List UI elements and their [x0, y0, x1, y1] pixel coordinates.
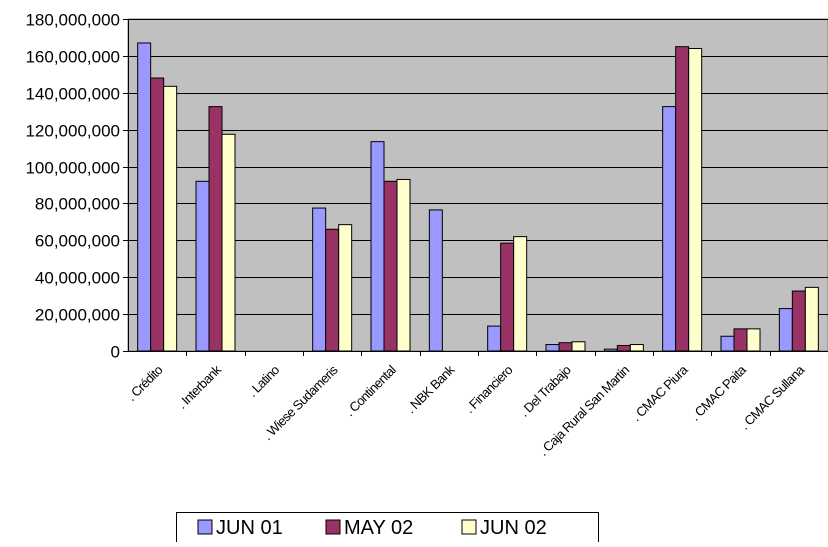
x-tick-label: . Interbank	[174, 362, 224, 412]
bar	[733, 328, 748, 352]
legend-label: MAY 02	[344, 517, 413, 539]
x-tick-label: . Latino	[245, 362, 283, 400]
bar	[312, 207, 327, 352]
bar	[208, 106, 223, 352]
y-tick-label: 140,000,000	[25, 85, 120, 104]
bar	[778, 308, 793, 352]
bar	[791, 290, 806, 352]
bar	[383, 180, 398, 352]
bar	[662, 106, 677, 352]
legend-swatch	[325, 519, 341, 535]
bar	[370, 141, 385, 352]
legend-swatch	[461, 519, 477, 535]
x-tick-label: . CMAC Piura	[629, 362, 692, 425]
y-tick-label: 160,000,000	[25, 48, 120, 67]
bar	[428, 209, 443, 352]
legend-label: JUN 01	[216, 517, 283, 539]
bar	[746, 328, 761, 352]
bar	[629, 344, 644, 352]
x-tick-label: . Financiero	[462, 362, 516, 416]
y-tick-label: 40,000,000	[35, 269, 120, 288]
bar	[500, 242, 515, 352]
y-tick-label: 100,000,000	[25, 159, 120, 178]
y-tick-label: 180,000,000	[25, 11, 120, 30]
x-tick-label: . Crédito	[124, 362, 166, 404]
bar	[545, 344, 560, 352]
x-tick-label: . Continental	[342, 362, 399, 419]
x-tick-label: . NBK Bank	[403, 362, 458, 417]
bar	[487, 325, 502, 352]
y-tick-label: 20,000,000	[35, 306, 120, 325]
y-tick-label: 60,000,000	[35, 232, 120, 251]
legend-swatch	[197, 519, 213, 535]
bar	[325, 228, 340, 352]
bar	[163, 85, 178, 352]
bar	[675, 46, 690, 352]
x-tick-label: . CMAC Paita	[687, 362, 749, 424]
bar	[571, 341, 586, 352]
plot-area	[127, 18, 828, 352]
bar	[150, 77, 165, 352]
bar	[558, 342, 573, 352]
legend-label: JUN 02	[480, 517, 547, 539]
bar	[720, 335, 735, 352]
bar	[137, 42, 152, 352]
bar	[688, 48, 703, 352]
bar	[603, 348, 618, 352]
bar	[616, 344, 631, 352]
y-tick-label: 0	[111, 343, 120, 362]
bar	[221, 133, 236, 352]
y-tick-label: 120,000,000	[25, 122, 120, 141]
legend	[176, 512, 599, 543]
x-tick-label: . Del Trabajo	[516, 362, 573, 419]
bar	[396, 178, 411, 352]
bar	[195, 180, 210, 352]
bar	[804, 286, 819, 352]
bar	[338, 224, 353, 352]
y-tick-label: 80,000,000	[35, 195, 120, 214]
bar	[513, 236, 528, 352]
